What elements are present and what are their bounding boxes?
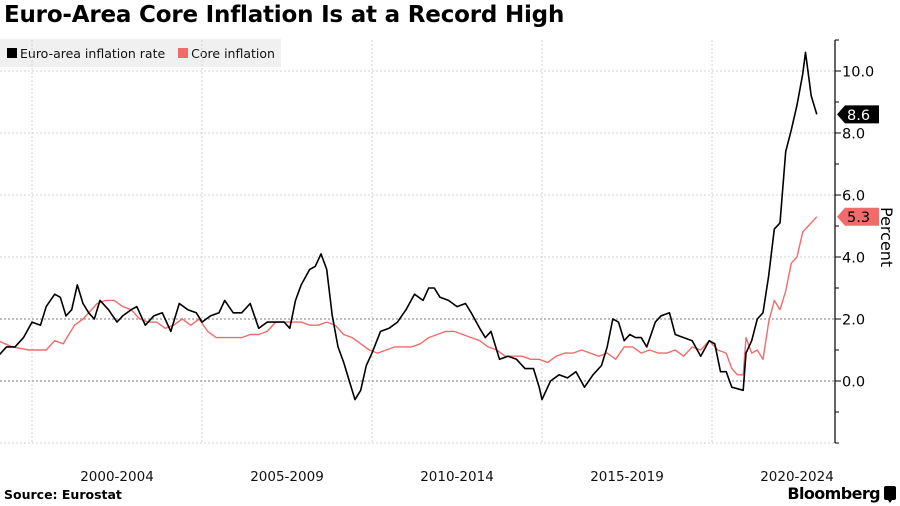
legend: Euro-area inflation rate Core inflation [0, 39, 281, 67]
legend-item-core: Core inflation [178, 46, 275, 61]
core-last-value-label: 5.3 [847, 210, 870, 226]
y-tick-label: 10.0 [842, 65, 874, 81]
core-inflation-line [0, 216, 818, 376]
legend-swatch-core-icon [178, 48, 189, 58]
y-axis: 0.0 2.0 4.0 6.0 8.0 10.0 Percent [834, 39, 896, 444]
y-tick-label: 2.0 [842, 313, 865, 329]
plot-lines [0, 51, 818, 401]
x-tick-label: 2020-2024 [760, 469, 834, 485]
core-last-value-tag [837, 207, 879, 226]
legend-label-core: Core inflation [191, 45, 275, 61]
grid [0, 40, 835, 444]
y-tick-label: 6.0 [842, 189, 865, 205]
legend-swatch-headline-icon [7, 48, 17, 58]
x-axis-labels: 2000-2004 2005-2009 2010-2014 2015-2019 2020… [80, 469, 834, 485]
headline-inflation-line [0, 51, 818, 401]
x-tick-label: 2015-2019 [590, 469, 664, 485]
legend-label-headline: Euro-area inflation rate [20, 45, 166, 61]
bloomberg-terminal-icon [884, 486, 896, 503]
y-tick-label: 8.0 [842, 127, 865, 143]
legend-item-headline: Euro-area inflation rate [7, 46, 165, 61]
x-tick-label: 2010-2014 [420, 469, 494, 485]
headline-last-value-label: 8.6 [847, 108, 870, 124]
last-value-tags: 8.6 5.3 [837, 105, 879, 226]
chart-title: Euro-Area Core Inflation Is at a Record … [4, 2, 565, 28]
y-axis-label: Percent [877, 207, 896, 267]
source-note: Source: Eurostat [4, 487, 122, 502]
bloomberg-logo: Bloomberg [787, 484, 880, 503]
headline-last-value-tag [837, 105, 879, 124]
x-tick-label: 2000-2004 [80, 469, 154, 485]
x-tick-label: 2005-2009 [250, 469, 324, 485]
y-tick-label: 0.0 [842, 375, 865, 391]
y-tick-label: 4.0 [842, 251, 865, 267]
